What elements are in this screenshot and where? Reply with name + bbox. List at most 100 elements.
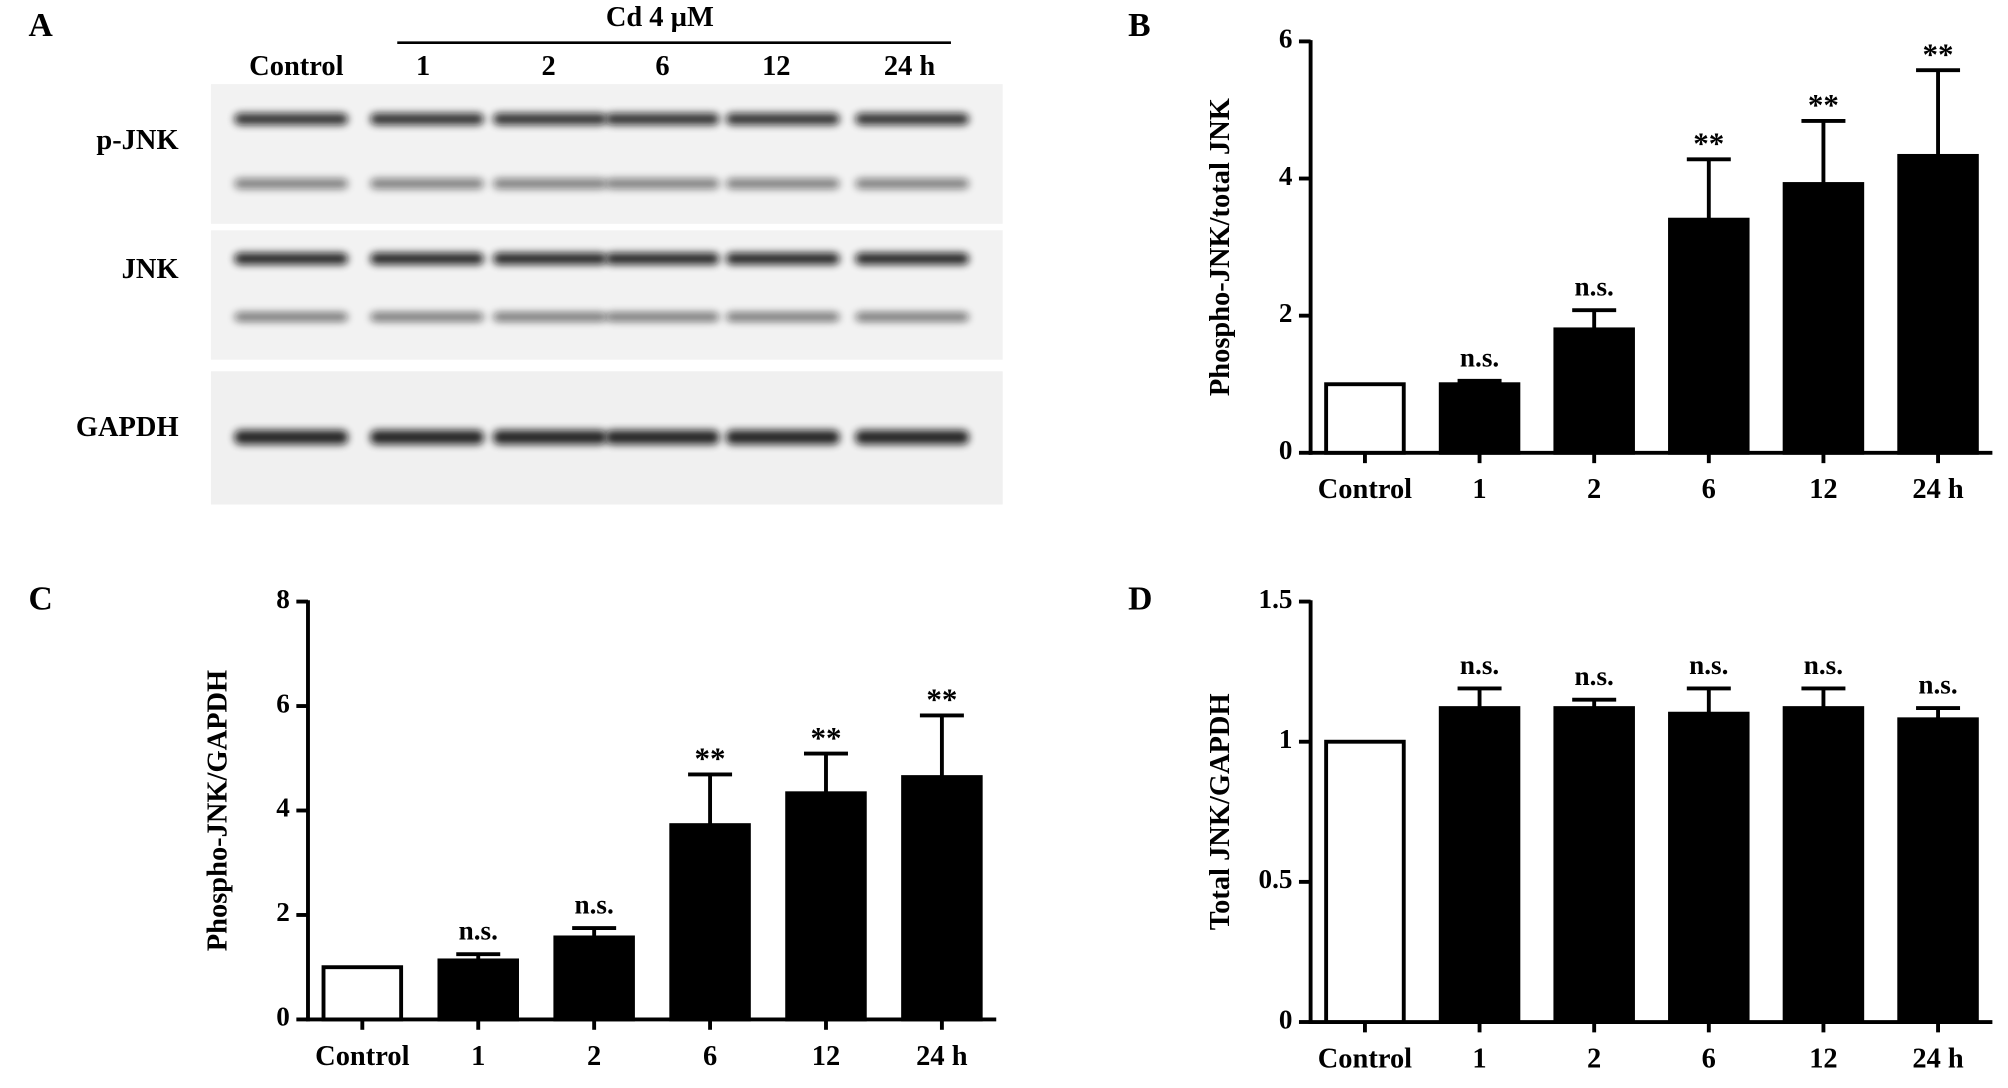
y-tick-label: 6 bbox=[1279, 24, 1293, 54]
x-tick-label: Control bbox=[1318, 474, 1412, 505]
y-axis-title: Phospho-JNK/GAPDH bbox=[203, 670, 234, 951]
blot-band bbox=[605, 430, 720, 445]
y-axis-title: Total JNK/GAPDH bbox=[1205, 693, 1236, 930]
blot-band bbox=[492, 312, 607, 322]
x-tick-label: 6 bbox=[1702, 1043, 1716, 1074]
significance-label: ** bbox=[1923, 36, 1954, 71]
y-tick-label: 4 bbox=[276, 793, 290, 823]
blot-band bbox=[492, 113, 607, 125]
x-tick-label: 6 bbox=[1702, 474, 1716, 505]
blot-band bbox=[725, 178, 840, 189]
bar bbox=[1553, 706, 1635, 1024]
lane-label: 24 h bbox=[884, 51, 936, 82]
blot-band bbox=[725, 252, 840, 265]
bar bbox=[901, 775, 983, 1022]
significance-label: ** bbox=[810, 720, 841, 755]
treatment-label: Cd 4 µM bbox=[606, 2, 714, 33]
blot-band bbox=[234, 252, 349, 265]
blot-membrane bbox=[210, 84, 1003, 224]
y-tick-label: 2 bbox=[276, 897, 290, 927]
panel-label: A bbox=[29, 7, 54, 44]
significance-label: n.s. bbox=[1460, 650, 1499, 680]
x-tick-label: 2 bbox=[1587, 1043, 1601, 1074]
blot-band bbox=[855, 312, 970, 322]
blot-band bbox=[370, 252, 484, 265]
lane-label: 12 bbox=[762, 51, 790, 82]
y-tick-label: 0.5 bbox=[1259, 864, 1293, 894]
x-tick-label: 12 bbox=[1809, 1043, 1837, 1074]
blot-band bbox=[605, 252, 720, 265]
y-tick-label: 0 bbox=[1279, 435, 1293, 465]
significance-label: n.s. bbox=[1689, 650, 1728, 680]
bar bbox=[1897, 717, 1979, 1024]
blot-band bbox=[492, 430, 607, 445]
blot-band bbox=[370, 178, 484, 189]
x-tick-label: 12 bbox=[812, 1041, 840, 1072]
blot-band bbox=[605, 312, 720, 322]
y-tick-label: 0 bbox=[276, 1002, 290, 1032]
blot-band bbox=[234, 312, 349, 322]
x-tick-label: 6 bbox=[703, 1041, 717, 1072]
x-tick-label: 1 bbox=[471, 1041, 485, 1072]
blot-band bbox=[492, 178, 607, 189]
x-tick-label: 2 bbox=[587, 1041, 601, 1072]
bar bbox=[1897, 153, 1979, 455]
y-tick-label: 4 bbox=[1279, 161, 1293, 191]
bar bbox=[1438, 706, 1521, 1024]
blot-band bbox=[234, 178, 349, 189]
x-tick-label: 24 h bbox=[916, 1041, 968, 1072]
significance-label: n.s. bbox=[1575, 272, 1614, 302]
x-tick-label: Control bbox=[315, 1041, 409, 1072]
row-label: p-JNK bbox=[96, 125, 178, 156]
x-tick-label: 24 h bbox=[1912, 1043, 1964, 1074]
x-tick-label: 2 bbox=[1587, 474, 1601, 505]
blot-band bbox=[370, 312, 484, 322]
y-tick-label: 0 bbox=[1279, 1004, 1293, 1034]
x-tick-label: 1 bbox=[1472, 474, 1486, 505]
blot-band bbox=[855, 178, 970, 189]
bar bbox=[1324, 382, 1406, 455]
x-tick-label: 1 bbox=[1472, 1043, 1486, 1074]
lane-label: 1 bbox=[416, 51, 430, 82]
bar bbox=[321, 965, 404, 1022]
y-tick-label: 1.5 bbox=[1259, 584, 1293, 614]
significance-label: ** bbox=[1693, 126, 1724, 161]
significance-label: n.s. bbox=[1575, 661, 1614, 691]
bar bbox=[785, 791, 867, 1022]
blot-band bbox=[855, 113, 970, 125]
significance-label: n.s. bbox=[1460, 342, 1499, 372]
x-tick-label: 24 h bbox=[1912, 474, 1964, 505]
blot-band bbox=[725, 312, 840, 322]
bar bbox=[1782, 706, 1865, 1024]
bar bbox=[553, 935, 635, 1022]
bar bbox=[1668, 217, 1750, 455]
blot-band bbox=[855, 252, 970, 265]
bar bbox=[1553, 327, 1635, 455]
blot-band bbox=[725, 430, 840, 445]
y-axis-title: Phospho-JNK/total JNK bbox=[1205, 98, 1236, 396]
blot-band bbox=[370, 113, 484, 125]
x-tick-label: 12 bbox=[1809, 474, 1837, 505]
bar bbox=[669, 823, 751, 1022]
panel-label: D bbox=[1128, 580, 1152, 617]
y-tick-label: 2 bbox=[1279, 298, 1293, 328]
blot-membrane bbox=[210, 230, 1003, 360]
y-tick-label: 8 bbox=[276, 584, 290, 614]
lane-label: Control bbox=[249, 51, 343, 82]
significance-label: n.s. bbox=[459, 916, 498, 946]
row-label: JNK bbox=[122, 254, 179, 285]
significance-label: n.s. bbox=[575, 890, 614, 920]
lane-label: 6 bbox=[655, 51, 669, 82]
panel-label: B bbox=[1128, 7, 1150, 44]
significance-label: ** bbox=[695, 741, 726, 776]
y-tick-label: 6 bbox=[276, 688, 290, 718]
significance-label: ** bbox=[926, 682, 957, 717]
row-label: GAPDH bbox=[76, 412, 179, 443]
significance-label: n.s. bbox=[1918, 670, 1957, 700]
blot-band bbox=[234, 430, 349, 445]
blot-band bbox=[234, 113, 349, 125]
blot-band bbox=[492, 252, 607, 265]
significance-label: n.s. bbox=[1804, 650, 1843, 680]
significance-label: ** bbox=[1808, 87, 1839, 122]
